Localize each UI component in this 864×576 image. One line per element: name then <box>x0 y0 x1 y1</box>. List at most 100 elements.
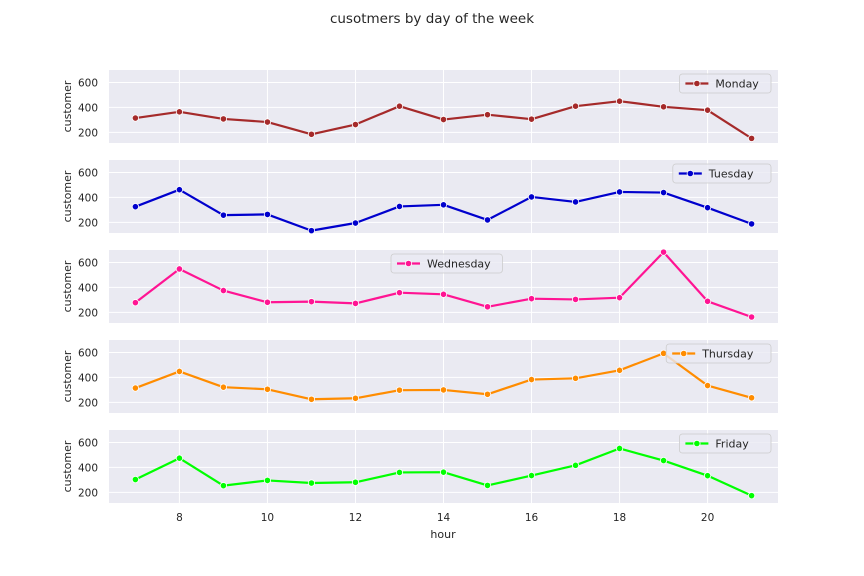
data-point <box>395 289 404 297</box>
data-point <box>175 367 184 376</box>
data-point <box>351 478 360 486</box>
data-point <box>571 198 580 206</box>
data-point <box>131 475 140 484</box>
data-point <box>615 366 624 374</box>
data-point <box>263 210 272 219</box>
y-tick-label: 600 <box>78 77 98 89</box>
data-point <box>131 384 140 392</box>
y-tick-label: 200 <box>78 307 98 319</box>
legend-label: Friday <box>715 438 749 451</box>
data-point <box>219 286 228 295</box>
legend-marker <box>693 79 701 88</box>
data-point <box>263 118 272 126</box>
data-point <box>703 106 712 114</box>
data-point <box>175 186 184 194</box>
y-axis-label: customer <box>61 350 74 402</box>
y-tick-label: 200 <box>78 217 98 229</box>
legend-marker <box>686 169 694 178</box>
y-tick-label: 600 <box>78 257 98 269</box>
data-point <box>527 471 536 480</box>
data-point <box>351 299 360 308</box>
legend-marker <box>680 349 688 358</box>
y-axis-label: customer <box>61 440 74 492</box>
legend-box <box>390 253 503 274</box>
data-point <box>615 294 624 302</box>
y-tick-label: 600 <box>78 167 98 179</box>
data-point <box>659 456 668 465</box>
legend-tuesday: Tuesday <box>672 163 772 184</box>
data-point <box>571 102 580 110</box>
legend-marker <box>693 439 701 448</box>
data-point <box>307 130 316 138</box>
data-point <box>747 220 756 228</box>
x-tick-label: 14 <box>437 512 451 524</box>
data-point <box>615 97 624 105</box>
y-tick-label: 200 <box>78 397 98 409</box>
legend-box <box>672 163 772 184</box>
data-point <box>703 381 712 390</box>
data-point <box>703 297 712 305</box>
data-point <box>395 468 404 477</box>
data-point <box>307 479 316 487</box>
data-point <box>747 394 756 402</box>
y-axis-label: customer <box>61 170 74 222</box>
data-point <box>351 120 360 129</box>
y-tick-label: 600 <box>78 347 98 359</box>
data-point <box>527 375 536 384</box>
data-point <box>439 115 448 124</box>
legend-monday: Monday <box>679 73 772 94</box>
data-point <box>131 114 140 122</box>
subplot-friday: 200 400 600 customer Friday <box>61 430 778 503</box>
legend-friday: Friday <box>679 433 772 454</box>
data-point <box>439 386 448 394</box>
data-point <box>439 468 448 476</box>
y-tick-label: 400 <box>78 282 98 294</box>
subplot-thursday: 200 400 600 customer Thursday <box>61 340 778 413</box>
data-point <box>131 299 140 307</box>
y-tick-label: 400 <box>78 372 98 384</box>
data-point <box>395 202 404 211</box>
data-point <box>703 472 712 480</box>
data-point <box>483 390 492 398</box>
data-point <box>395 386 404 394</box>
data-point <box>571 374 580 382</box>
y-tick-label: 200 <box>78 487 98 499</box>
data-point <box>747 134 756 142</box>
x-axis: 8 10 12 14 16 18 20 <box>176 512 714 524</box>
legend-marker <box>404 259 413 268</box>
data-point <box>527 115 536 123</box>
y-tick-label: 400 <box>78 102 98 114</box>
data-point <box>615 188 624 196</box>
subplot-monday: 200 400 600 customer Monday <box>61 70 778 143</box>
data-point <box>747 313 756 321</box>
x-tick-label: 20 <box>701 512 714 524</box>
data-point <box>219 383 228 391</box>
data-point <box>615 444 624 453</box>
x-axis-label: hour <box>430 528 456 541</box>
y-tick-label: 400 <box>78 192 98 204</box>
data-point <box>747 492 756 500</box>
x-tick-label: 8 <box>176 512 183 524</box>
y-tick-label: 600 <box>78 437 98 449</box>
data-point <box>527 193 536 201</box>
data-point <box>175 108 184 116</box>
data-point <box>527 295 536 303</box>
legend-box <box>665 343 772 364</box>
y-tick-label: 200 <box>78 127 98 139</box>
data-point <box>307 227 316 235</box>
x-tick-label: 18 <box>613 512 626 524</box>
data-point <box>659 248 668 256</box>
x-tick-label: 16 <box>525 512 539 524</box>
data-point <box>659 188 668 197</box>
x-tick-label: 10 <box>261 512 274 524</box>
data-point <box>351 219 360 227</box>
data-point <box>439 290 448 298</box>
data-point <box>483 481 492 490</box>
chart-title: cusotmers by day of the week <box>330 11 534 27</box>
data-point <box>131 203 140 211</box>
data-point <box>219 482 228 490</box>
data-point <box>175 265 184 273</box>
data-point <box>263 298 272 306</box>
data-point <box>175 454 184 462</box>
